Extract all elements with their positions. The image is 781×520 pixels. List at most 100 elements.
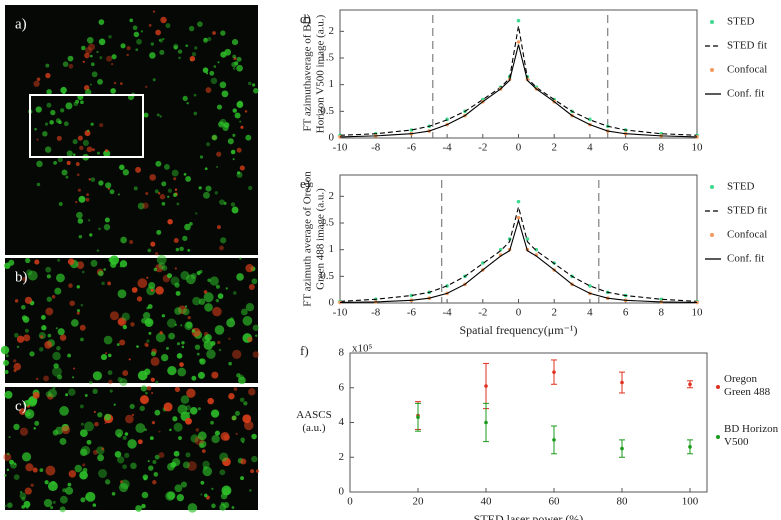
- cell-feature: [34, 420, 40, 426]
- cell-feature: [109, 189, 115, 195]
- cell-feature: [68, 388, 76, 396]
- cell-feature: [99, 56, 103, 60]
- cell-feature: [13, 423, 20, 431]
- cell-feature: [173, 450, 180, 457]
- cell-feature: [119, 482, 129, 493]
- cell-feature: [97, 454, 105, 462]
- cell-feature: [104, 413, 112, 421]
- cell-feature: [75, 162, 80, 166]
- cell-feature: [77, 218, 84, 224]
- cell-feature: [176, 493, 185, 502]
- cell-feature: [42, 131, 48, 137]
- cell-feature: [82, 467, 88, 473]
- cell-feature: [191, 329, 196, 333]
- cell-feature: [106, 55, 113, 62]
- cell-feature: [85, 47, 93, 54]
- cell-feature: [141, 318, 147, 324]
- cell-feature: [184, 417, 192, 425]
- cell-feature: [191, 52, 197, 57]
- cell-feature: [156, 254, 167, 265]
- cell-feature: [26, 400, 29, 403]
- cell-feature: [98, 468, 108, 478]
- cell-feature: [13, 332, 19, 338]
- cell-feature: [218, 348, 222, 352]
- cell-feature: [245, 264, 254, 273]
- cell-feature: [79, 448, 88, 457]
- cell-feature: [253, 88, 259, 94]
- cell-feature: [215, 284, 220, 289]
- cell-feature: [122, 324, 127, 330]
- cell-feature: [131, 287, 138, 293]
- cell-feature: [35, 106, 42, 113]
- cell-feature: [32, 391, 40, 399]
- cell-feature: [36, 160, 43, 168]
- cell-feature: [223, 201, 227, 205]
- cell-feature: [159, 49, 165, 55]
- cell-feature: [193, 111, 198, 116]
- cell-feature: [29, 351, 35, 357]
- cell-feature: [101, 447, 105, 451]
- cell-feature: [248, 185, 253, 191]
- cell-feature: [94, 421, 99, 427]
- cell-feature: [122, 169, 130, 176]
- y-multiplier: x10⁵: [352, 343, 373, 355]
- cell-feature: [72, 153, 76, 156]
- cell-feature: [225, 287, 228, 290]
- cell-feature: [239, 257, 242, 260]
- legend-marker: [710, 20, 714, 24]
- cell-feature: [185, 175, 192, 182]
- cell-feature: [14, 299, 19, 303]
- cell-feature: [47, 333, 52, 338]
- cell-feature: [155, 29, 161, 36]
- cell-feature: [240, 308, 248, 316]
- cell-feature: [142, 474, 149, 480]
- cell-feature: [142, 202, 149, 209]
- cell-feature: [211, 487, 214, 490]
- cell-feature: [108, 257, 114, 263]
- y-tick-label: 4: [339, 416, 345, 428]
- cell-feature: [168, 332, 176, 340]
- cell-feature: [148, 465, 154, 471]
- y-tick-label: 1.5: [320, 52, 334, 64]
- x-axis-label: Spatial frequency(μm⁻¹): [460, 323, 578, 337]
- cell-feature: [204, 333, 212, 342]
- cell-feature: [203, 292, 214, 303]
- cell-feature: [55, 273, 65, 283]
- cell-feature: [58, 202, 63, 207]
- cell-feature: [198, 298, 206, 305]
- cell-feature: [57, 258, 61, 262]
- y-axis-label: FT azimuthaverage of BD: [302, 16, 314, 131]
- cell-feature: [178, 436, 182, 440]
- cell-feature: [159, 194, 166, 200]
- cell-feature: [184, 223, 191, 231]
- data-point: [552, 370, 556, 374]
- cell-feature: [213, 65, 217, 68]
- y-tick-label: 0.5: [320, 105, 334, 117]
- data-point: [588, 117, 592, 122]
- fit-line: [339, 25, 698, 136]
- cell-feature: [203, 191, 210, 199]
- cell-feature: [161, 201, 166, 206]
- cell-feature: [24, 328, 29, 333]
- cell-feature: [67, 353, 72, 358]
- cell-feature: [67, 258, 75, 266]
- y-tick-label: 1: [329, 78, 335, 90]
- cell-feature: [88, 178, 91, 181]
- cell-feature: [239, 165, 245, 171]
- cell-feature: [236, 64, 243, 72]
- cell-feature: [232, 349, 242, 360]
- cell-feature: [207, 36, 212, 42]
- y-tick-label: 2: [329, 190, 335, 202]
- data-point: [516, 199, 521, 204]
- cell-feature: [221, 90, 229, 98]
- cell-feature: [184, 321, 193, 331]
- fit-line: [339, 206, 698, 302]
- cell-feature: [8, 435, 11, 439]
- panel-label: c): [15, 398, 27, 414]
- x-tick-label: 20: [413, 496, 425, 508]
- legend-label-box: Oregon Green 488: [724, 373, 770, 398]
- cell-feature: [166, 318, 177, 328]
- cell-feature: [80, 337, 84, 342]
- cell-feature: [227, 138, 234, 145]
- y-tick-label: 2: [339, 451, 345, 463]
